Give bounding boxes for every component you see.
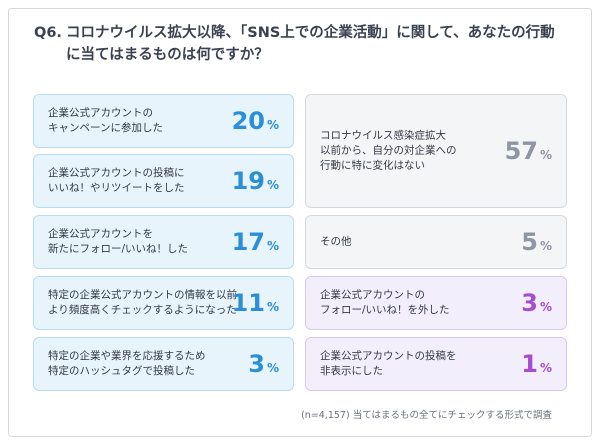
question-title: Q6. コロナウイルス拡大以降、「SNS上での企業活動」に関して、あなたの行動 に… [34, 22, 574, 66]
result-label: 企業公式アカウントの フォロー/いいね！を外した [320, 289, 450, 316]
result-percentage: 19% [231, 167, 279, 195]
result-card-campaign: 企業公式アカウントの キャンペーンに参加した 20% [33, 94, 294, 148]
question-number: Q6. [34, 25, 62, 41]
result-label: 企業公式アカウントの キャンペーンに参加した [48, 107, 163, 134]
result-label: 企業公式アカウントの投稿に いいね！やリツイートをした [48, 167, 185, 194]
result-percentage: 1% [521, 350, 552, 378]
result-percentage: 11% [231, 289, 279, 317]
result-label: 特定の企業や業界を応援するため 特定のハッシュタグで投稿した [48, 350, 206, 377]
question-text-line2: に当てはまるものは何ですか？ [66, 47, 269, 63]
result-percentage: 57% [504, 137, 552, 165]
result-percentage: 20% [231, 107, 279, 135]
result-card-other: その他 5% [305, 215, 567, 269]
result-label: 特定の企業公式アカウントの情報を以前 より頻度高くチェックするようになった [48, 289, 237, 316]
result-card-unfollow: 企業公式アカウントの フォロー/いいね！を外した 3% [305, 276, 567, 330]
result-label: 企業公式アカウントの投稿を 非表示にした [320, 350, 457, 377]
result-label: その他 [320, 235, 352, 248]
result-label: 企業公式アカウントを 新たにフォロー/いいね！した [48, 228, 189, 255]
result-percentage: 3% [521, 289, 552, 317]
result-card-check-more: 特定の企業公式アカウントの情報を以前 より頻度高くチェックするようになった 11… [33, 276, 294, 330]
sample-size-note: (n=4,157) 当てはまるもの全てにチェックする形式で調査 [301, 410, 552, 421]
result-label: コロナウイルス感染症拡大 以前から、自分の対企業への 行動に特に変化はない [320, 129, 457, 172]
result-card-like-retweet: 企業公式アカウントの投稿に いいね！やリツイートをした 19% [33, 154, 294, 208]
result-card-no-change: コロナウイルス感染症拡大 以前から、自分の対企業への 行動に特に変化はない 57… [305, 94, 567, 208]
result-percentage: 3% [248, 350, 279, 378]
question-text-line1: コロナウイルス拡大以降、「SNS上での企業活動」に関して、あなたの行動 [66, 25, 555, 41]
result-card-hashtag: 特定の企業や業界を応援するため 特定のハッシュタグで投稿した 3% [33, 337, 294, 391]
result-card-new-follow: 企業公式アカウントを 新たにフォロー/いいね！した 17% [33, 215, 294, 269]
result-card-hide-posts: 企業公式アカウントの投稿を 非表示にした 1% [305, 337, 567, 391]
result-percentage: 17% [231, 228, 279, 256]
result-percentage: 5% [521, 228, 552, 256]
